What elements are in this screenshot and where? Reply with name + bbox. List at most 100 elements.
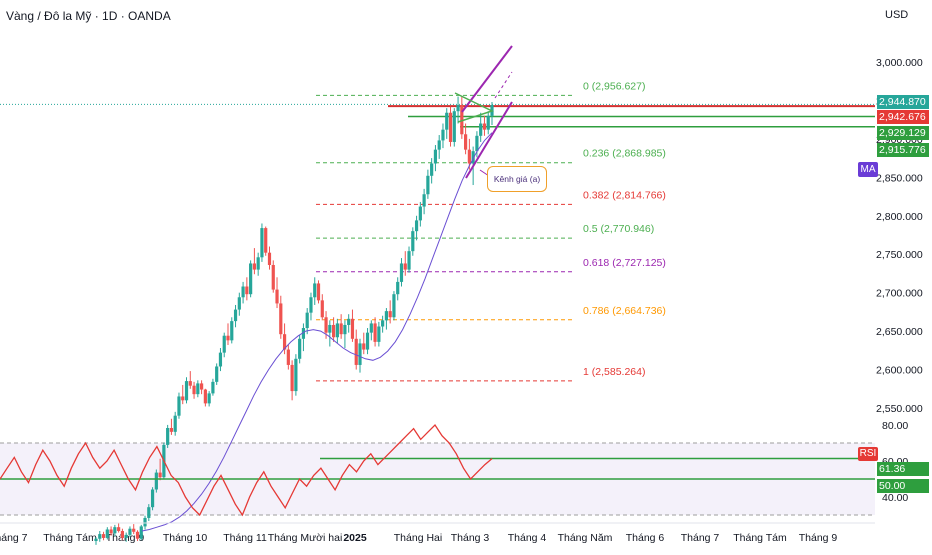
time-axis-label: Tháng 3: [451, 532, 490, 544]
fib-level-label: 1 (2,585.264): [583, 366, 645, 378]
candle-body: [184, 381, 189, 401]
candle-body: [426, 175, 430, 195]
price-axis-tick: 2,750.000: [876, 249, 923, 261]
candle-body: [135, 531, 140, 539]
channel-upper-line: [461, 45, 513, 113]
candle-body: [482, 123, 487, 130]
candle-body: [396, 281, 400, 295]
candle-body: [471, 151, 475, 164]
triangle-pattern: [454, 92, 495, 123]
candle-body: [399, 263, 404, 282]
candle-body: [422, 194, 426, 207]
ma-indicator-badge[interactable]: MA: [858, 162, 878, 177]
candle-body: [339, 323, 343, 335]
candle-body: [309, 297, 313, 313]
time-axis-label: Tháng Năm: [558, 532, 613, 544]
time-axis-label: Tháng Tám: [733, 532, 787, 544]
candle-body: [456, 105, 460, 112]
price-axis-tick: 2,550.000: [876, 403, 923, 415]
candle-body: [109, 529, 113, 534]
candle-body: [452, 111, 456, 142]
candle-body: [271, 264, 275, 290]
candle-body: [332, 324, 336, 338]
candle-body: [460, 105, 464, 135]
candle-body: [132, 528, 136, 532]
rsi-axis-tick: 40.00: [882, 492, 908, 504]
rsi-line: [0, 423, 493, 517]
time-axis-label: Tháng Mười hai: [268, 532, 343, 544]
candle-body: [98, 534, 102, 539]
rsi-indicator-badge[interactable]: RSI: [858, 447, 878, 461]
candle-body: [192, 385, 196, 395]
candle-body: [335, 323, 339, 338]
channel-annotation[interactable]: Kênh giá (a): [487, 166, 547, 192]
candle-body: [479, 123, 483, 136]
time-axis-label: Tháng 7: [681, 532, 720, 544]
candle-body: [124, 534, 128, 538]
candle-body: [245, 286, 249, 295]
candle-body: [369, 323, 373, 333]
time-axis-label: Tháng Tám: [43, 532, 97, 544]
candle-body: [467, 149, 471, 164]
fib-level-label: 0.786 (2,664.736): [583, 305, 666, 317]
candle-body: [143, 517, 147, 527]
time-axis-label: Tháng Hai: [394, 532, 442, 544]
candle-body: [347, 318, 351, 325]
candle-body: [377, 326, 381, 342]
candle-body: [475, 135, 479, 152]
candle-body: [445, 112, 449, 130]
candle-body: [128, 528, 132, 535]
candle-body: [264, 228, 268, 253]
candle-body: [313, 283, 317, 298]
candle-body: [464, 134, 468, 150]
time-axis-label: Tháng 9: [799, 532, 838, 544]
time-axis-label: Tháng 11: [223, 532, 267, 544]
candle-body: [381, 320, 385, 327]
candle-body: [433, 149, 438, 164]
candle-body: [267, 252, 272, 265]
candle-body: [414, 220, 419, 232]
fib-level-label: 0.382 (2,814.766): [583, 189, 666, 201]
candle-body: [362, 343, 366, 350]
price-axis-tick: 2,850.000: [876, 172, 923, 184]
candle-body: [196, 383, 200, 395]
candle-body: [324, 317, 328, 333]
candle-body: [215, 366, 219, 382]
currency-label[interactable]: USD: [885, 9, 909, 21]
candle-body: [358, 343, 362, 365]
price-axis-tick: 2,600.000: [876, 365, 923, 377]
candle-body: [233, 309, 238, 322]
candle-body: [350, 318, 355, 339]
candle-body: [226, 335, 230, 341]
moving-average-line: [141, 132, 493, 532]
candle-body: [441, 129, 445, 141]
candle-body: [388, 311, 392, 318]
price-tag-support-1: 2,929.129: [877, 126, 929, 140]
candle-body: [260, 228, 264, 258]
candle-body: [384, 311, 388, 321]
candle-body: [256, 257, 260, 270]
candle-body: [94, 538, 98, 542]
candle-body: [298, 338, 302, 359]
price-tag-support-2: 2,915.776: [877, 143, 929, 157]
candle-body: [169, 427, 174, 432]
price-tag-resistance: 2,942.676: [877, 110, 929, 124]
candle-body: [411, 231, 415, 252]
candle-body: [241, 286, 245, 298]
candle-body: [286, 349, 290, 365]
fib-level-label: 0.236 (2,868.985): [583, 148, 666, 160]
candle-body: [230, 321, 234, 341]
time-axis-label: Tháng 10: [163, 532, 208, 544]
chart-title[interactable]: Vàng / Đô la Mỹ · 1D · OANDA: [6, 9, 171, 23]
price-axis-tick: 2,800.000: [876, 211, 923, 223]
candle-body: [365, 332, 370, 350]
candle-body: [200, 383, 204, 390]
candle-body: [203, 389, 207, 404]
channel-mid-line: [494, 71, 513, 99]
candle-body: [437, 140, 441, 150]
candle-body: [181, 396, 185, 401]
candle-body: [158, 472, 162, 478]
candle-body: [188, 381, 192, 386]
